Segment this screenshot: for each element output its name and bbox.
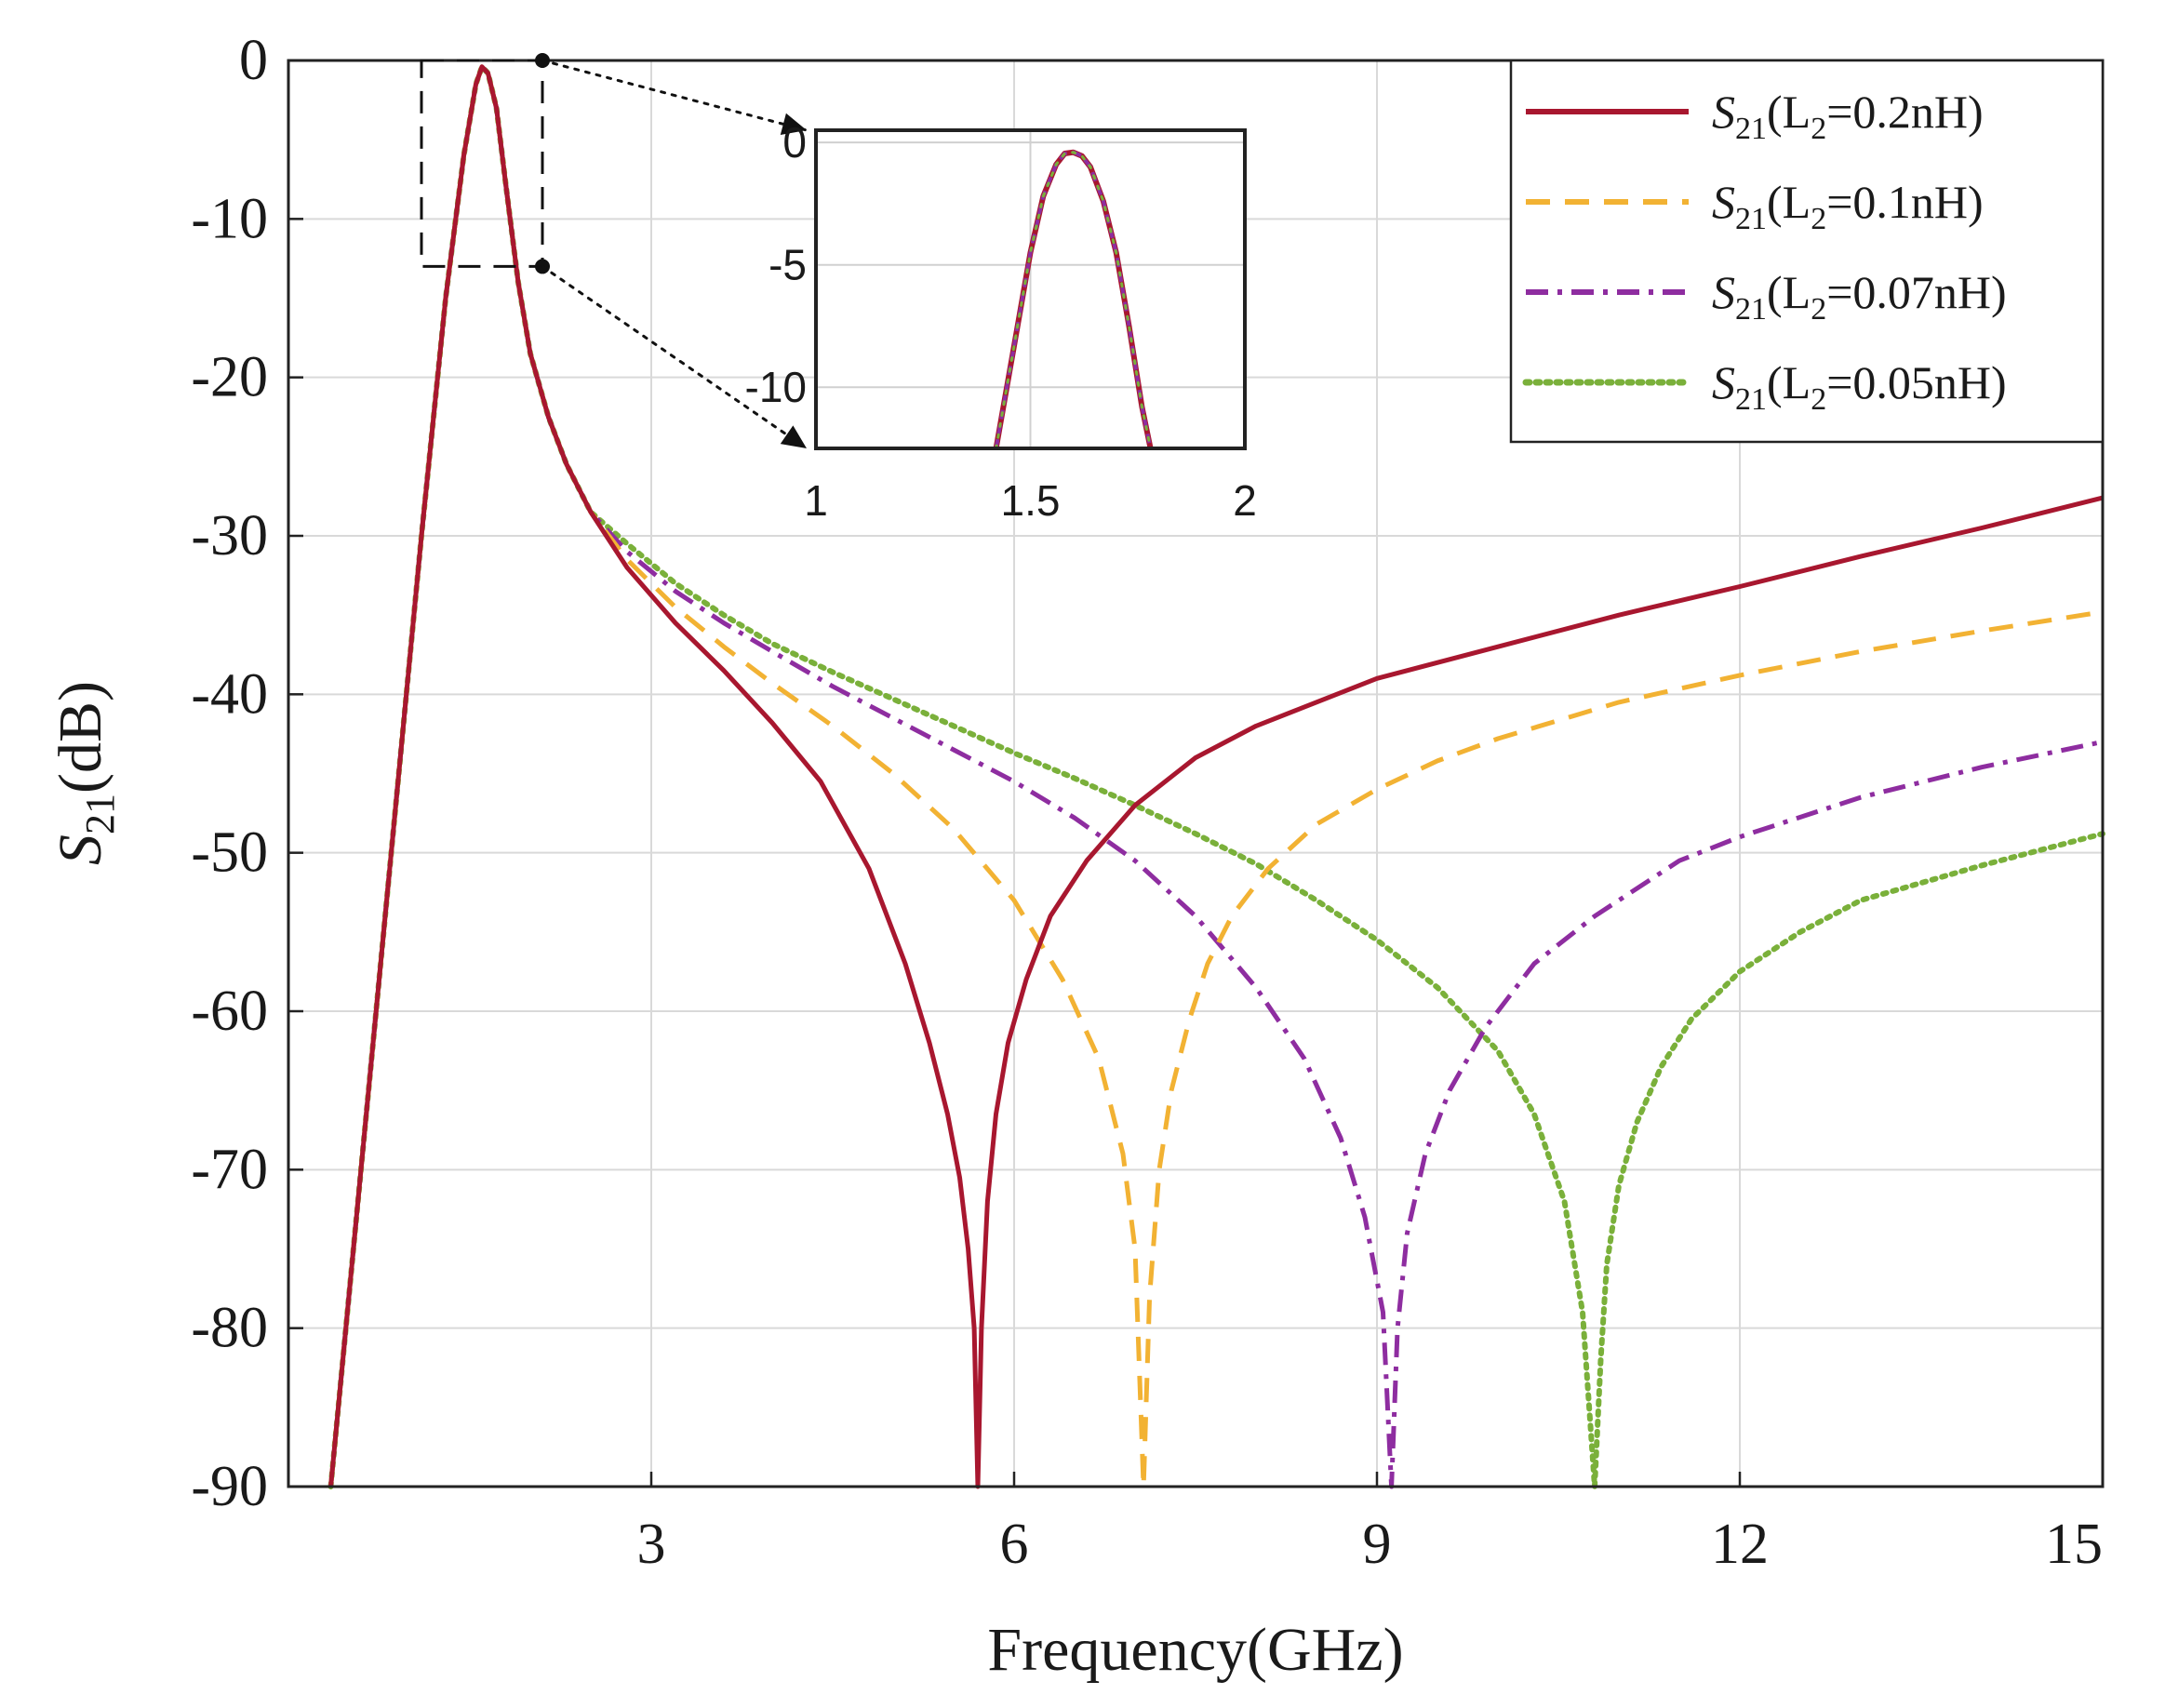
x-tick-label: 3 (637, 1513, 666, 1576)
tick-layer: 3 6 9 12 150-10-20-30-40-50-60-70-80-90 (191, 29, 2105, 1576)
y-tick-label: -30 (191, 504, 268, 567)
inset-x-tick-label: 1.5 (1001, 476, 1061, 525)
series-line-0 (328, 64, 2104, 1489)
connector-arrowhead (780, 113, 807, 135)
y-axis-title: S21(dB) (47, 681, 123, 865)
y-tick-label: -80 (191, 1297, 268, 1360)
inset-y-tick-label: -5 (768, 241, 807, 289)
x-tick-label: 6 (1000, 1513, 1029, 1576)
legend-label: S21(L2=0.2nH) (1712, 86, 1984, 146)
y-tick-label: 0 (239, 29, 268, 92)
series-layer (327, 63, 2105, 1489)
x-tick-label: 9 (1363, 1513, 1392, 1576)
y-tick-label: -40 (191, 662, 268, 726)
legend-box (1509, 59, 2105, 444)
zoom-region-box (420, 59, 544, 268)
legend-item: S21(L2=0.07nH) (1526, 266, 2007, 327)
connector-arrowhead (780, 425, 807, 448)
y-axis-title-symbol: S (47, 834, 114, 865)
y-tick-label: -50 (191, 821, 268, 885)
connector-line (541, 264, 809, 450)
x-tick-label: 12 (1711, 1513, 1769, 1576)
y-tick-label: -10 (191, 187, 268, 250)
plot-frame (287, 59, 2105, 1488)
connector-line (541, 59, 809, 132)
y-axis-title-unit: (dB) (47, 681, 114, 794)
inset-curve-overlay (994, 150, 1153, 449)
inset-x-tick-label: 1 (804, 476, 828, 525)
inset-chart: 1 1.5 2 0 -5 -10 (745, 118, 1257, 525)
y-tick-label: -90 (191, 1455, 268, 1518)
y-tick-label: -70 (191, 1138, 268, 1201)
svg-text:S21(dB): S21(dB) (47, 681, 123, 865)
legend-label: S21(L2=0.05nH) (1712, 356, 2007, 417)
inset-y-tick-label: -10 (745, 363, 807, 411)
zoom-indicators (420, 53, 809, 450)
y-tick-label: -60 (191, 980, 268, 1043)
legend-item: S21(L2=0.2nH) (1526, 86, 1984, 146)
legend-label: S21(L2=0.1nH) (1712, 176, 1984, 236)
y-axis-title-sub: 21 (77, 794, 123, 834)
x-tick-label: 15 (2045, 1513, 2103, 1576)
inset-x-tick-label: 2 (1233, 476, 1257, 525)
inset-y-tick-label: 0 (782, 118, 807, 167)
legend-item: S21(L2=0.05nH) (1522, 356, 2007, 417)
legend-item: S21(L2=0.1nH) (1526, 176, 1984, 236)
y-tick-label: -20 (191, 346, 268, 409)
x-axis-title: Frequency(GHz) (987, 1616, 1403, 1684)
legend: S21(L2=0.2nH) S21(L2=0.1nH) S21(L2=0.07n… (1509, 59, 2105, 444)
inset-frame (814, 128, 1247, 450)
series-line-1 (328, 64, 2104, 1489)
legend-label: S21(L2=0.07nH) (1712, 266, 2007, 327)
